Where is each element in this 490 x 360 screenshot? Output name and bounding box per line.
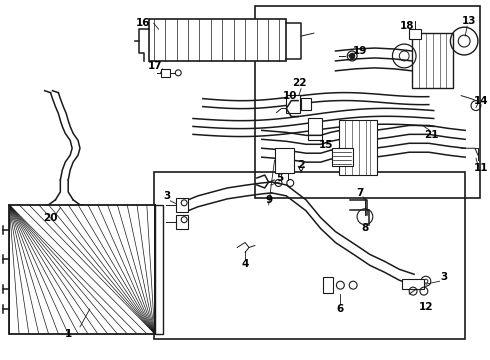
Text: 21: 21 xyxy=(424,130,439,140)
Bar xyxy=(255,6,480,198)
Text: 8: 8 xyxy=(361,222,368,233)
Text: 7: 7 xyxy=(356,188,364,198)
Text: 11: 11 xyxy=(474,163,488,173)
Bar xyxy=(332,148,353,166)
Bar xyxy=(323,277,333,293)
Text: 12: 12 xyxy=(418,302,433,312)
Text: 4: 4 xyxy=(242,259,249,269)
Text: 2: 2 xyxy=(297,160,305,170)
Bar xyxy=(301,98,311,109)
Bar xyxy=(149,19,286,61)
Text: 10: 10 xyxy=(283,91,297,101)
Text: 17: 17 xyxy=(147,61,162,71)
Bar xyxy=(155,205,163,334)
Bar xyxy=(154,172,465,339)
Text: 16: 16 xyxy=(136,18,150,28)
Bar xyxy=(340,121,377,175)
Text: 3: 3 xyxy=(163,191,170,201)
Text: 22: 22 xyxy=(292,78,306,88)
Text: 1: 1 xyxy=(65,329,72,339)
Text: 6: 6 xyxy=(337,304,344,314)
Bar xyxy=(308,118,322,140)
Text: 3: 3 xyxy=(440,272,447,282)
Bar xyxy=(402,279,424,289)
Bar xyxy=(412,33,453,88)
Text: 18: 18 xyxy=(400,21,415,31)
Bar xyxy=(409,29,421,39)
Text: 15: 15 xyxy=(318,140,333,150)
Bar xyxy=(286,95,300,113)
Bar xyxy=(274,148,294,173)
Text: 9: 9 xyxy=(265,195,272,205)
Bar xyxy=(9,205,155,334)
Text: 14: 14 xyxy=(473,96,488,105)
Text: 5: 5 xyxy=(276,173,283,183)
Text: 13: 13 xyxy=(462,16,476,26)
Text: 19: 19 xyxy=(353,46,367,56)
Bar xyxy=(176,215,188,229)
Text: 20: 20 xyxy=(43,213,58,223)
Bar xyxy=(176,198,188,212)
Circle shape xyxy=(350,54,355,58)
Bar xyxy=(161,69,171,77)
